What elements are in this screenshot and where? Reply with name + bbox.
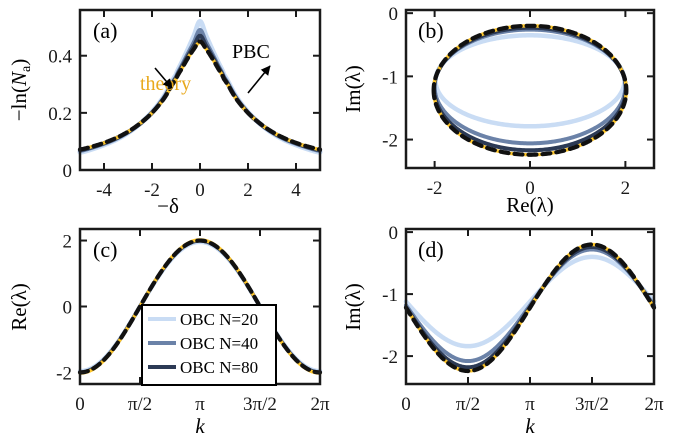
panel-c-curves bbox=[77, 238, 323, 375]
panel-b-tag: (b) bbox=[418, 18, 444, 43]
svg-text:2: 2 bbox=[621, 178, 631, 199]
svg-text:4: 4 bbox=[291, 180, 301, 201]
pbc-arrow-icon bbox=[247, 65, 271, 94]
panel-c-xlabel: k bbox=[195, 414, 205, 438]
svg-text:0.2: 0.2 bbox=[48, 104, 72, 125]
panel-a-tag: (a) bbox=[93, 18, 117, 43]
svg-text:-2: -2 bbox=[144, 180, 160, 201]
svg-text:π: π bbox=[195, 394, 205, 415]
legend-item-obc-n80[interactable]: OBC N=80 bbox=[148, 358, 258, 377]
svg-text:2π: 2π bbox=[310, 394, 330, 415]
panel-a-ticks: -4 -2 0 2 4 0 0.2 0.4 bbox=[48, 10, 320, 201]
panel-d-curves bbox=[403, 242, 657, 374]
svg-text:3π/2: 3π/2 bbox=[243, 394, 277, 415]
panel-c-tag: (c) bbox=[93, 237, 117, 262]
svg-text:0.4: 0.4 bbox=[48, 47, 72, 68]
panel-b-svg: -2 0 2 0 -1 -2 (b) Re(λ) Im(λ) bbox=[341, 4, 656, 217]
svg-text:0: 0 bbox=[63, 161, 73, 182]
panel-d: 0 π/2 π 3π/2 2π 0 -1 -2 (d) k Im(λ) bbox=[338, 221, 676, 441]
panel-c: 0 π/2 π 3π/2 2π 2 0 -2 (c) OBC N=20 OBC N=40 OB… bbox=[0, 221, 338, 441]
panel-b-xlabel: Re(λ) bbox=[506, 193, 554, 217]
svg-text:0: 0 bbox=[75, 394, 85, 415]
svg-text:2π: 2π bbox=[644, 394, 664, 415]
legend-label-obc-n40: OBC N=40 bbox=[180, 334, 258, 353]
svg-text:π: π bbox=[525, 394, 535, 415]
svg-text:0: 0 bbox=[195, 180, 205, 201]
svg-text:3π/2: 3π/2 bbox=[575, 394, 609, 415]
panel-d-tag: (d) bbox=[418, 237, 444, 262]
legend-item-obc-n20[interactable]: OBC N=20 bbox=[148, 310, 258, 329]
svg-text:-2: -2 bbox=[382, 131, 398, 152]
svg-text:-4: -4 bbox=[96, 180, 112, 201]
svg-text:π/2: π/2 bbox=[128, 394, 152, 415]
panel-a-ylabel: −ln(Na) bbox=[7, 59, 34, 121]
annotation-pbc: PBC bbox=[232, 41, 270, 63]
panel-b-curves bbox=[431, 23, 629, 157]
panel-b-ticks: -2 0 2 0 -1 -2 bbox=[382, 4, 654, 199]
svg-text:-2: -2 bbox=[56, 363, 72, 384]
legend-item-obc-n40[interactable]: OBC N=40 bbox=[148, 334, 258, 353]
svg-text:2: 2 bbox=[63, 232, 73, 253]
svg-text:0: 0 bbox=[63, 298, 73, 319]
annotation-theory: theory bbox=[140, 73, 191, 95]
panel-b-ylabel: Im(λ) bbox=[341, 65, 365, 113]
panel-a-svg: -4 -2 0 2 4 0 0.2 0.4 (a) theory PBC −δ −ln(Na) bbox=[7, 8, 323, 218]
panel-b: -2 0 2 0 -1 -2 (b) Re(λ) Im(λ) bbox=[338, 0, 676, 221]
panel-d-svg: 0 π/2 π 3π/2 2π 0 -1 -2 (d) k Im(λ) bbox=[341, 223, 664, 438]
panel-a-curves bbox=[77, 18, 323, 155]
legend-label-obc-n80: OBC N=80 bbox=[180, 358, 258, 377]
svg-text:-1: -1 bbox=[382, 285, 398, 306]
panel-d-ylabel: Im(λ) bbox=[341, 283, 365, 331]
svg-text:0: 0 bbox=[525, 178, 535, 199]
svg-text:0: 0 bbox=[389, 4, 399, 25]
svg-text:0: 0 bbox=[389, 223, 399, 244]
legend: OBC N=20 OBC N=40 OBC N=80 bbox=[141, 304, 277, 386]
panel-d-ticks: 0 π/2 π 3π/2 2π 0 -1 -2 bbox=[382, 223, 664, 415]
svg-text:π/2: π/2 bbox=[456, 394, 480, 415]
svg-text:-1: -1 bbox=[382, 67, 398, 88]
svg-text:0: 0 bbox=[401, 394, 411, 415]
panel-d-xlabel: k bbox=[525, 414, 535, 438]
legend-label-obc-n20: OBC N=20 bbox=[180, 310, 258, 329]
panel-a: -4 -2 0 2 4 0 0.2 0.4 (a) theory PBC −δ −ln(Na) bbox=[0, 0, 338, 221]
svg-text:-2: -2 bbox=[382, 347, 398, 368]
svg-text:-2: -2 bbox=[427, 178, 443, 199]
svg-text:2: 2 bbox=[243, 180, 253, 201]
theory-arrow-icon bbox=[154, 67, 173, 89]
panel-c-ylabel: Re(λ) bbox=[7, 283, 31, 331]
panel-a-xlabel: −δ bbox=[157, 194, 179, 218]
